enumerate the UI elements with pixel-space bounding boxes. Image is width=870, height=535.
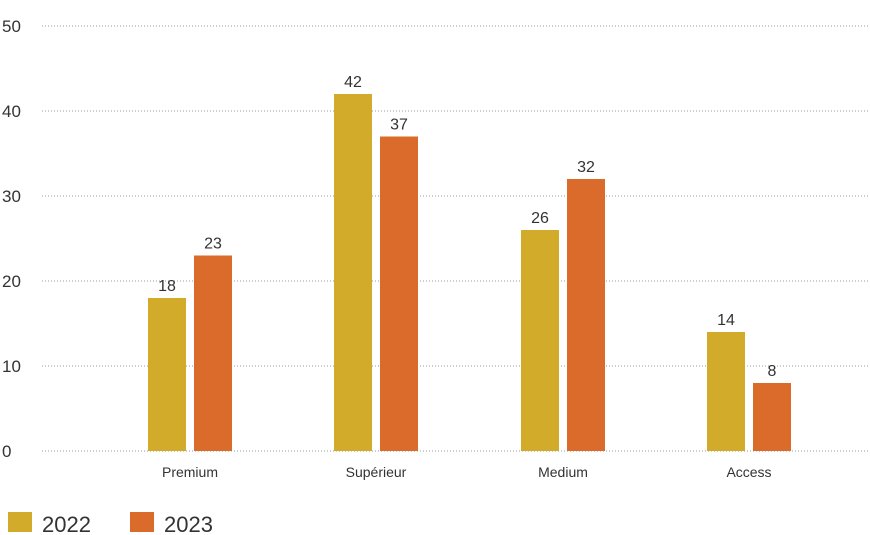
value-label-2023-medium: 32 — [577, 159, 595, 176]
y-tick-label-20: 20 — [2, 272, 21, 291]
legend-swatch-2022 — [8, 512, 32, 532]
value-label-2022-premium: 18 — [158, 278, 176, 295]
bar-2023-premium — [194, 255, 232, 451]
value-label-2023-premium: 23 — [204, 236, 222, 253]
bar-2022-premium — [148, 298, 186, 451]
legend-label-2023: 2023 — [164, 512, 213, 535]
y-axis-ticks: 0 10 20 30 40 50 — [2, 17, 21, 461]
y-tick-label-0: 0 — [2, 442, 11, 461]
legend-label-2022: 2022 — [42, 512, 91, 535]
legend: 2022 2023 — [8, 512, 213, 535]
x-category-label-premium: Premium — [162, 464, 218, 480]
y-tick-label-10: 10 — [2, 357, 21, 376]
bar-2022-supérieur — [334, 94, 372, 451]
y-tick-label-50: 50 — [2, 17, 21, 36]
value-label-2022-supérieur: 42 — [344, 74, 362, 91]
y-tick-label-30: 30 — [2, 187, 21, 206]
x-category-label-access: Access — [726, 464, 771, 480]
y-tick-label-40: 40 — [2, 102, 21, 121]
legend-swatch-2023 — [130, 512, 154, 532]
value-label-2023-supérieur: 37 — [390, 117, 408, 134]
bar-2022-medium — [521, 230, 559, 451]
category-labels: Premium Supérieur Medium Access — [162, 464, 772, 480]
bars — [148, 94, 791, 451]
x-category-label-supérieur: Supérieur — [346, 464, 407, 480]
bar-2023-supérieur — [380, 136, 418, 451]
bar-2023-access — [753, 383, 791, 451]
x-category-label-medium: Medium — [538, 464, 588, 480]
value-label-2022-access: 14 — [717, 312, 735, 329]
value-label-2022-medium: 26 — [531, 210, 549, 227]
bar-2022-access — [707, 332, 745, 451]
bar-2023-medium — [567, 179, 605, 451]
value-label-2023-access: 8 — [768, 363, 777, 380]
value-labels: 18 42 26 14 23 37 32 8 — [158, 74, 776, 380]
